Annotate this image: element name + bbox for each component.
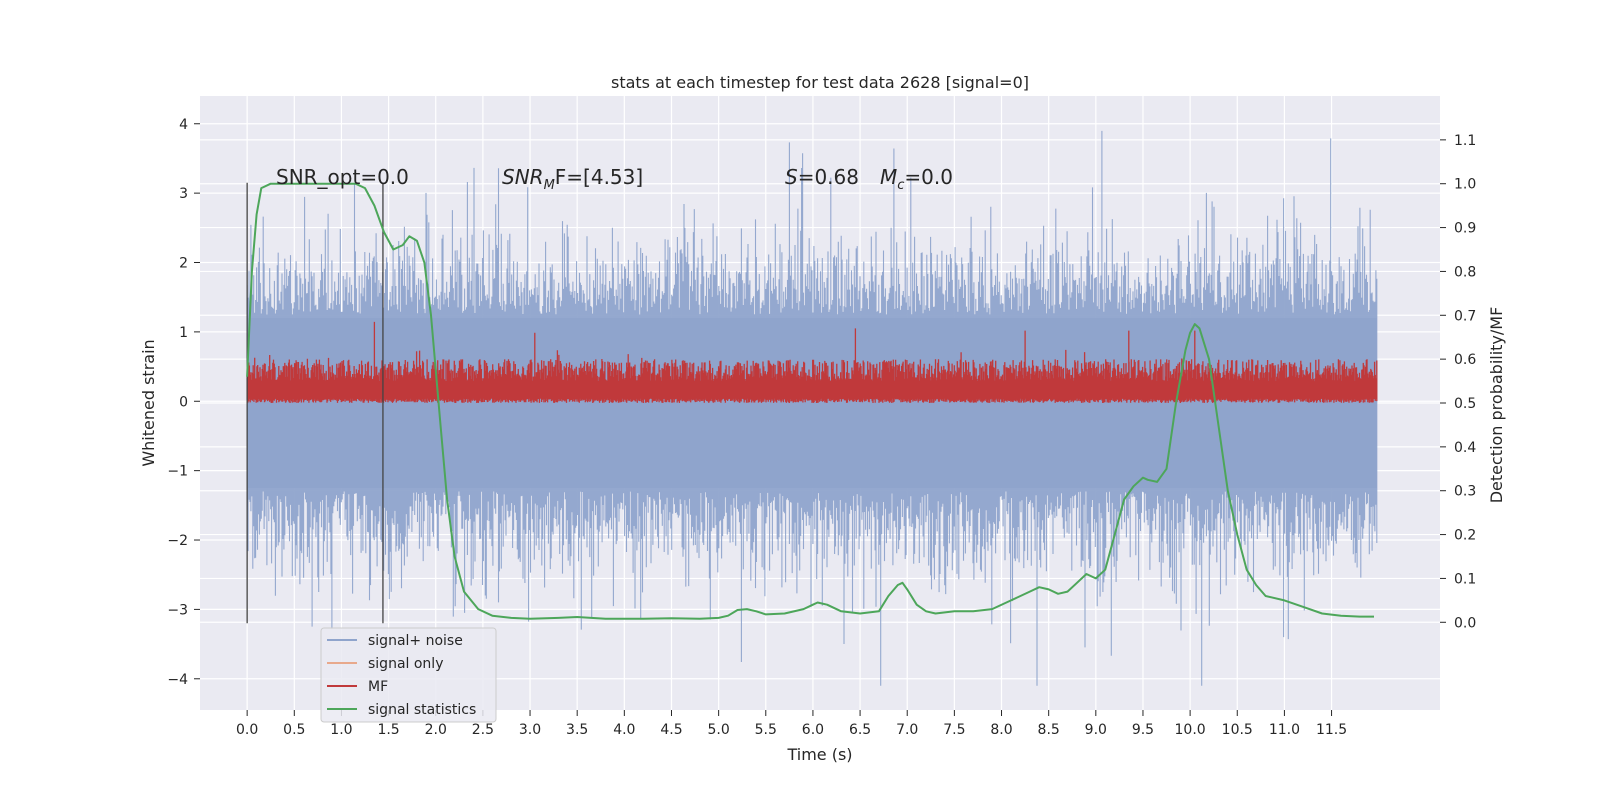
x-tick-label: 10.0 — [1175, 722, 1206, 738]
snr-mf-var: SNR — [502, 165, 544, 189]
legend-label-signal-statistics: signal statistics — [368, 702, 476, 718]
x-tick-label: 0.0 — [236, 722, 258, 738]
x-tick-label: 3.0 — [519, 722, 541, 738]
y-axis-ticks: −4 −3 −2 −1 0 1 2 3 4 — [167, 117, 200, 688]
legend-item-signal-noise: signal+ noise — [327, 633, 463, 649]
x-axis-ticks: 0.0 0.5 1.0 1.5 2.0 2.5 3.0 3.5 4.0 4.5 5.0 5.5 6.0 6… — [236, 710, 1347, 738]
y-tick-label: 0 — [179, 394, 188, 410]
x-tick-label: 4.5 — [660, 722, 682, 738]
legend: signal+ noise signal only MF signal stat… — [320, 627, 497, 723]
legend-label-mf: MF — [368, 679, 388, 695]
right-tick-label: 0.6 — [1454, 352, 1476, 368]
legend-label-signal-only: signal only — [368, 656, 443, 672]
signal-statistics-line — [246, 182, 1374, 620]
legend-item-signal-statistics: signal statistics — [327, 702, 476, 718]
legend-item-mf: MF — [327, 679, 388, 695]
x-tick-label: 1.5 — [377, 722, 399, 738]
x-tick-label: 5.5 — [755, 722, 777, 738]
mc-value: =0.0 — [904, 165, 953, 189]
x-tick-label: 3.5 — [566, 722, 588, 738]
x-tick-label: 5.0 — [707, 722, 729, 738]
y-tick-label: 2 — [179, 256, 188, 272]
x-tick-label: 6.5 — [849, 722, 871, 738]
snr-mf-value: F=[4.53] — [555, 165, 643, 189]
right-tick-label: 0.5 — [1454, 396, 1476, 412]
right-axis-label: Detection probability/MF — [1487, 307, 1506, 504]
signal-statistics-series — [246, 182, 1374, 620]
x-tick-label: 11.5 — [1316, 722, 1347, 738]
snr-mf-annotation: SNRMF=[4.53] — [502, 165, 643, 193]
signal-noise-series — [246, 130, 1378, 686]
right-tick-label: 0.0 — [1454, 615, 1476, 631]
right-tick-label: 0.1 — [1454, 571, 1476, 587]
mc-annotation: Mc=0.0 — [880, 165, 953, 193]
legend-box — [320, 627, 497, 723]
right-axis-ticks: 0.0 0.1 0.2 0.3 0.4 0.5 0.6 0.7 0.8 0.9 1.0 1.1 — [1440, 133, 1476, 631]
x-tick-label: 0.5 — [283, 722, 305, 738]
right-tick-label: 0.8 — [1454, 264, 1476, 280]
legend-item-signal-only: signal only — [327, 656, 443, 672]
s-var: S — [785, 165, 798, 189]
y-axis-label: Whitened strain — [139, 339, 158, 466]
signal-noise-core-band — [247, 318, 1377, 488]
right-tick-label: 0.9 — [1454, 221, 1476, 237]
x-tick-label: 6.0 — [802, 722, 824, 738]
right-tick-label: 0.7 — [1454, 308, 1476, 324]
s-value: =0.68 — [798, 165, 859, 189]
x-tick-label: 7.5 — [943, 722, 965, 738]
x-tick-label: 1.0 — [330, 722, 352, 738]
y-tick-label: 1 — [179, 325, 188, 341]
right-tick-label: 0.3 — [1454, 484, 1476, 500]
right-tick-label: 1.1 — [1454, 133, 1476, 149]
right-tick-label: 0.2 — [1454, 528, 1476, 544]
x-tick-label: 2.0 — [425, 722, 447, 738]
y-tick-label: −1 — [167, 464, 188, 480]
x-tick-label: 9.0 — [1085, 722, 1107, 738]
y-tick-label: −4 — [167, 672, 188, 688]
x-axis-label: Time (s) — [786, 745, 852, 764]
snr-opt-annotation: SNR_opt=0.0 — [276, 165, 409, 189]
y-tick-label: 3 — [179, 186, 188, 202]
y-tick-label: 4 — [179, 117, 188, 133]
y-tick-label: −2 — [167, 533, 188, 549]
mc-var: M — [880, 165, 897, 189]
x-tick-label: 9.5 — [1132, 722, 1154, 738]
y-tick-label: −3 — [167, 602, 188, 618]
vertical-markers — [246, 182, 384, 624]
x-tick-label: 7.0 — [896, 722, 918, 738]
legend-label-signal-noise: signal+ noise — [368, 633, 463, 649]
chart-title: stats at each timestep for test data 262… — [611, 73, 1029, 92]
s-annotation: S=0.68 — [785, 165, 859, 189]
right-tick-label: 1.0 — [1454, 177, 1476, 193]
mc-subscript: c — [897, 178, 904, 193]
x-tick-label: 11.0 — [1269, 722, 1300, 738]
x-tick-label: 4.0 — [613, 722, 635, 738]
x-tick-label: 8.5 — [1038, 722, 1060, 738]
right-tick-label: 0.4 — [1454, 440, 1476, 456]
x-tick-label: 2.5 — [472, 722, 494, 738]
snr-mf-subscript: M — [544, 178, 555, 193]
x-tick-label: 8.0 — [990, 722, 1012, 738]
x-tick-label: 10.5 — [1222, 722, 1253, 738]
